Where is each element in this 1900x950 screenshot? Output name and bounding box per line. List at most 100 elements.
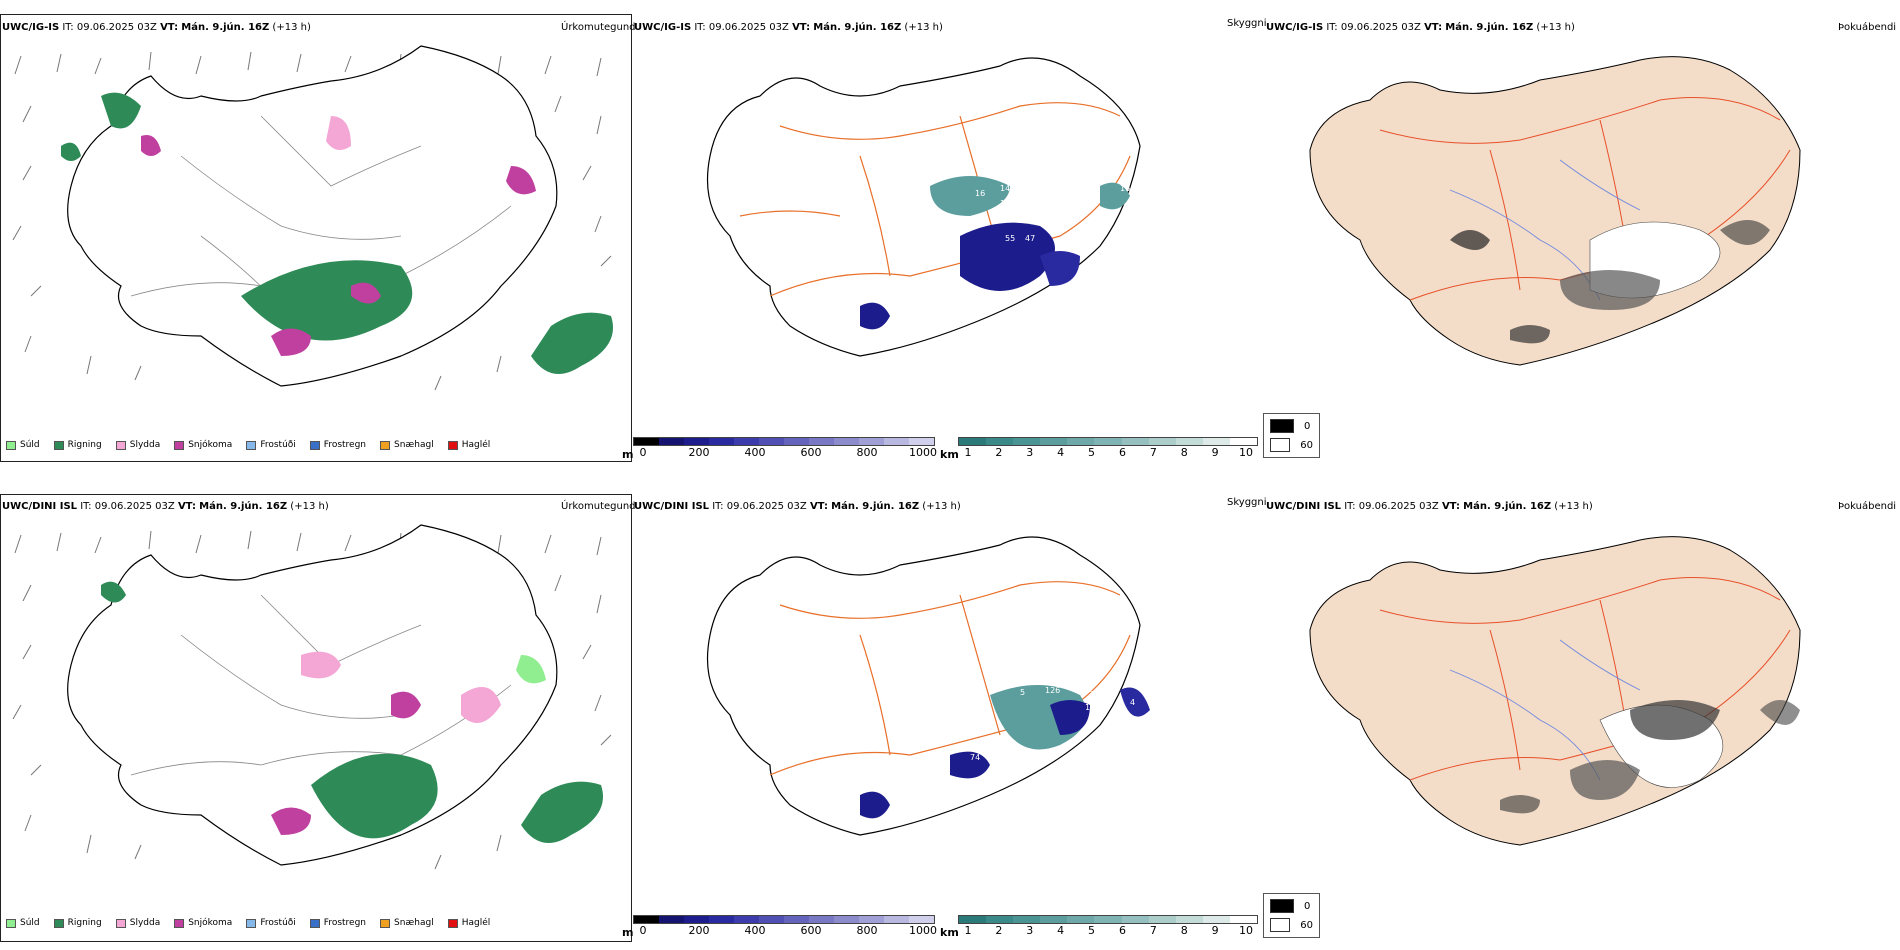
colorbar-cell: [684, 916, 709, 923]
legend-item: Slydda: [115, 440, 160, 450]
header-row-2: UWC/DINI ISL IT: 09.06.2025 03Z VT: Mán.…: [2, 501, 329, 512]
precip-areas-2: [101, 581, 603, 843]
cloud-swatch: [1270, 918, 1291, 932]
colorbar-cell: [1094, 916, 1122, 923]
legend-swatch: [115, 440, 126, 450]
iceland-outline-cloud-2: [1309, 536, 1801, 846]
legend-swatch: [174, 440, 185, 450]
colorbar-tick: 4: [1057, 924, 1065, 937]
header-row-1-cloud: UWC/IG-IS IT: 09.06.2025 03Z VT: Mán. 9.…: [1266, 22, 1575, 33]
precip-title-2: Úrkomutegund: [561, 501, 636, 512]
colorbar-cell: [734, 438, 759, 445]
svg-text:53: 53: [890, 305, 900, 314]
cloud-map-2: [1309, 536, 1801, 846]
colorbar-tick: 10: [1239, 446, 1253, 459]
colorbar-cell: [1040, 438, 1068, 445]
header-row-2-vis: UWC/DINI ISL IT: 09.06.2025 03Z VT: Mán.…: [634, 501, 961, 512]
cloud-legend-item: 0: [1270, 419, 1313, 433]
colorbar-cell: [1013, 438, 1041, 445]
legend-item: Haglél: [447, 918, 490, 928]
colorbar-cell: [1229, 438, 1258, 445]
colorbar-cell: [909, 916, 934, 923]
colorbar-cell: [986, 438, 1014, 445]
svg-text:55: 55: [1005, 234, 1015, 243]
colorbar-cell: [986, 916, 1014, 923]
visibility-title-1: Skyggni: [1227, 18, 1267, 29]
svg-text:126: 126: [1045, 686, 1060, 695]
svg-text:25: 25: [1070, 763, 1080, 772]
colorbar-tick: 2: [995, 446, 1003, 459]
svg-text:3: 3: [955, 638, 960, 647]
legend-item: Rigning: [53, 440, 102, 450]
svg-text:16: 16: [975, 189, 985, 198]
svg-text:149: 149: [1085, 703, 1100, 712]
legend-item: Súld: [6, 440, 40, 450]
colorbar-cell: [1094, 438, 1122, 445]
iceland-outline-cloud-1: [1309, 56, 1801, 366]
legend-item: Rigning: [53, 918, 102, 928]
colorbar-tick: 6: [1118, 446, 1126, 459]
colorbar-cell: [959, 916, 987, 923]
cloud-title-2: Þokuábendi: [1838, 501, 1897, 512]
colorbar-tick: 1: [964, 446, 972, 459]
colorbar-cell: [1040, 916, 1068, 923]
vt-value: Mán. 9.jún. 16Z: [181, 22, 270, 33]
colorbar-cell: [1013, 916, 1041, 923]
colorbar-tick: 2: [995, 924, 1003, 937]
svg-text:16: 16: [830, 179, 840, 188]
iceland-outline-vis-2: [707, 536, 1141, 836]
lead-time: (+13 h): [272, 22, 311, 33]
legend-item: Slydda: [115, 918, 160, 928]
precip-legend-2: Súld Rigning Slydda Snjókoma Frostúði Fr…: [6, 918, 504, 928]
cloud-swatch: [1270, 419, 1294, 433]
visibility-labels-2: 3 45 5 126 25 207 149 4 74 118 19 9 25 8…: [910, 638, 1135, 805]
distance-colorbar-2: km 1 2 3 4 5 6 7 8 9 10: [940, 915, 1258, 939]
svg-text:207: 207: [1090, 690, 1105, 699]
colorbar-tick: 400: [744, 446, 766, 459]
legend-swatch: [6, 440, 16, 450]
legend-item: Haglél: [447, 440, 490, 450]
svg-text:47: 47: [1025, 234, 1035, 243]
legend-swatch: [309, 440, 320, 450]
wind-barbs-1: [12, 51, 612, 391]
svg-text:24: 24: [950, 154, 960, 163]
cloud-areas-2: [1500, 700, 1800, 814]
vt-label: VT:: [160, 22, 179, 33]
colorbar-cell: [709, 438, 734, 445]
precip-panel-frame-2: [0, 494, 632, 942]
colorbar-tick: 400: [744, 924, 766, 937]
colorbar-tick: 600: [800, 924, 822, 937]
colorbar-cell: [959, 438, 987, 445]
colorbar-tick: 800: [856, 924, 878, 937]
colorbar-tick: 10: [1239, 924, 1253, 937]
colorbar-tick: 3: [1026, 924, 1034, 937]
height-colorbar-2: m 0 200 400 600 800 1000: [622, 915, 937, 939]
colorbar-tick: 7: [1149, 924, 1157, 937]
colorbar-cell: [659, 916, 684, 923]
cloud-legend-2: 0 60: [1263, 893, 1320, 938]
legend-item: Snæhagl: [380, 440, 434, 450]
colorbar-tick: 9: [1211, 446, 1219, 459]
colorbar-cell: [1175, 438, 1203, 445]
svg-text:47: 47: [1060, 244, 1070, 253]
rivers-cloud-2: [1449, 639, 1641, 781]
precip-legend-1: Súld Rigning Slydda Snjókoma Frostúði Fr…: [6, 440, 504, 450]
colorbar-cell: [1202, 438, 1230, 445]
colorbar-cell: [1121, 916, 1149, 923]
svg-text:87: 87: [910, 793, 920, 802]
svg-text:19: 19: [1012, 756, 1022, 765]
colorbar-tick: 9: [1211, 924, 1219, 937]
legend-swatch: [174, 918, 185, 928]
svg-text:9: 9: [1080, 748, 1085, 757]
legend-item: Frostregn: [309, 918, 366, 928]
cloud-areas-1: [1450, 220, 1770, 344]
legend-item: Frostregn: [309, 440, 366, 450]
it-value: 09.06.2025 03Z: [76, 22, 157, 33]
cloud-title-1: Þokuábendi: [1838, 22, 1897, 33]
precip-panel-frame-1: [0, 14, 632, 462]
colorbar-cell: [734, 916, 759, 923]
colorbar-cell: [759, 916, 784, 923]
header-row-2-cloud: UWC/DINI ISL IT: 09.06.2025 03Z VT: Mán.…: [1266, 501, 1593, 512]
iceland-outline-1: [67, 45, 558, 387]
colorbar-cell: [784, 438, 809, 445]
